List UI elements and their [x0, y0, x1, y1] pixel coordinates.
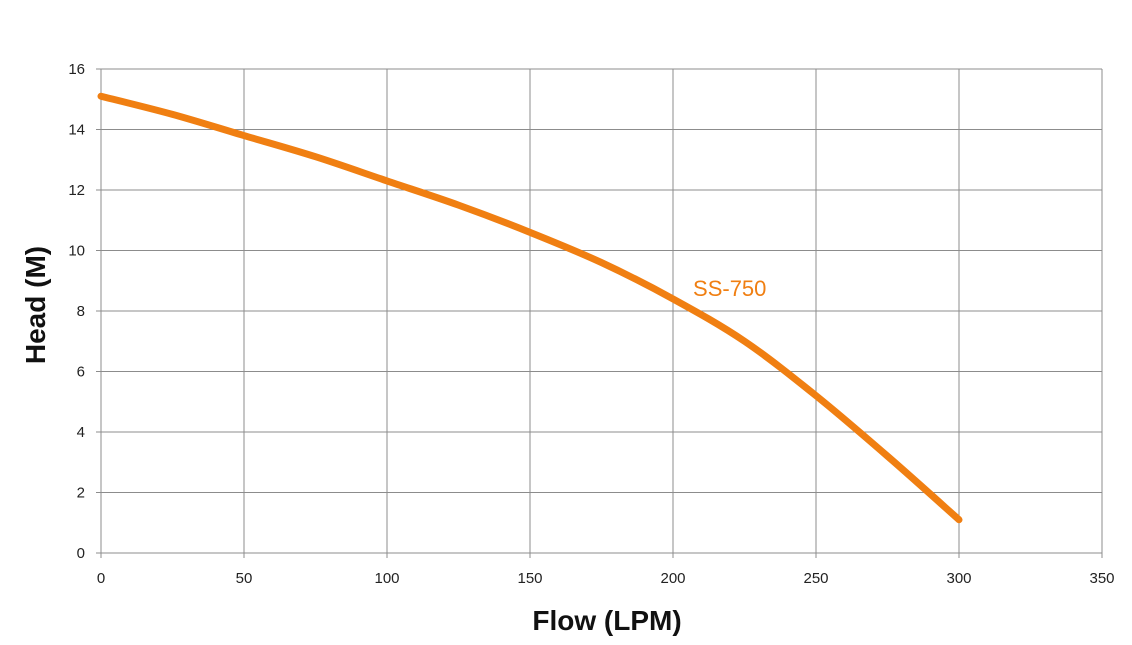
axes — [96, 68, 1103, 558]
y-tick-label: 8 — [77, 303, 85, 320]
labels: 0 50 100 150 200 250 300 350 0 2 4 6 8 10 12 14 16 SS-750 — [68, 61, 1114, 587]
y-tick-label: 0 — [77, 545, 85, 562]
x-axis-title: Flow (LPM) — [532, 605, 681, 636]
series — [97, 92, 963, 524]
grid — [100, 68, 1103, 554]
x-tick-label: 250 — [803, 570, 828, 587]
y-tick-label: 14 — [68, 122, 85, 139]
x-tick-label: 200 — [660, 570, 685, 587]
x-tick-label: 50 — [236, 570, 253, 587]
series-label: SS-750 — [693, 276, 766, 301]
y-tick-label: 2 — [77, 485, 85, 502]
y-tick-label: 6 — [77, 364, 85, 381]
x-tick-label: 350 — [1089, 570, 1114, 587]
y-tick-label: 16 — [68, 61, 85, 78]
x-tick-label: 150 — [517, 570, 542, 587]
series-line-ss-750 — [97, 92, 963, 524]
y-axis-title: Head (M) — [20, 246, 51, 364]
y-tick-label: 12 — [68, 182, 85, 199]
x-tick-label: 100 — [374, 570, 399, 587]
y-tick-label: 10 — [68, 243, 85, 260]
y-tick-label: 4 — [77, 424, 85, 441]
x-tick-label: 0 — [97, 570, 105, 587]
x-tick-label: 300 — [946, 570, 971, 587]
